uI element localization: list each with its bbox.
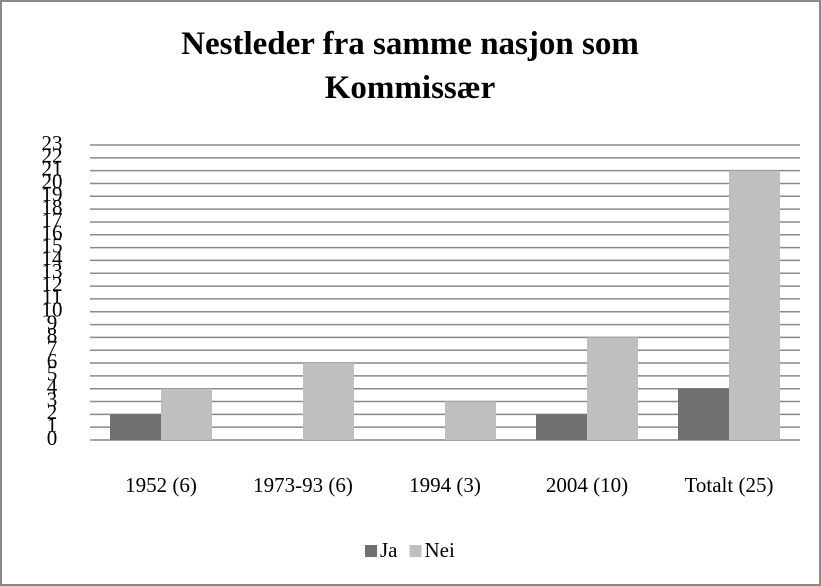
y-tick-label: 10 [42, 298, 63, 322]
y-tick-label: 8 [47, 323, 58, 347]
y-tick-label: 13 [42, 259, 63, 283]
y-tick-label: 0 [47, 426, 58, 450]
y-tick-label: 4 [47, 375, 58, 399]
bar [536, 414, 587, 440]
bar [161, 388, 212, 440]
x-tick-label: 1973-93 (6) [253, 473, 353, 497]
y-tick-label: 1 [47, 413, 58, 437]
y-tick-label: 18 [42, 195, 63, 219]
y-tick-label: 16 [42, 221, 63, 245]
bar [729, 170, 780, 441]
y-tick-label: 14 [42, 246, 64, 270]
bar [678, 388, 729, 440]
x-tick-label: 1952 (6) [125, 473, 197, 497]
title-box: Nestleder fra samme nasjon som Kommissær [181, 26, 639, 106]
y-tick-label: 12 [42, 272, 63, 296]
y-tick-label: 17 [42, 208, 63, 232]
bar [445, 401, 496, 440]
bar [110, 414, 161, 440]
y-tick-label: 6 [47, 349, 58, 373]
legend-swatch [409, 545, 422, 557]
chart-title: Nestleder fra samme nasjon som Kommissær [181, 26, 639, 106]
legend-label: Ja [380, 538, 398, 562]
y-tick-label: 21 [42, 156, 63, 180]
x-tick-label: Totalt (25) [685, 473, 774, 497]
legend-swatch [365, 545, 377, 557]
y-tick-label: 7 [47, 336, 58, 360]
y-tick-label: 2 [47, 400, 58, 424]
y-tick-label: 11 [42, 285, 62, 309]
y-tick-label: 23 [42, 131, 63, 155]
y-tick-label: 20 [42, 169, 63, 193]
legend-label: Nei [425, 538, 455, 562]
y-tick-label: 19 [42, 182, 63, 206]
y-tick-label: 5 [47, 362, 58, 386]
x-tick-label: 2004 (10) [546, 473, 628, 497]
y-tick-label: 9 [47, 310, 58, 334]
y-tick-label: 15 [42, 233, 63, 257]
y-tick-label: 22 [42, 144, 63, 168]
bar [303, 363, 354, 440]
x-tick-label: 1994 (3) [409, 473, 481, 497]
y-tick-label: 3 [47, 387, 58, 411]
bar [587, 337, 638, 440]
